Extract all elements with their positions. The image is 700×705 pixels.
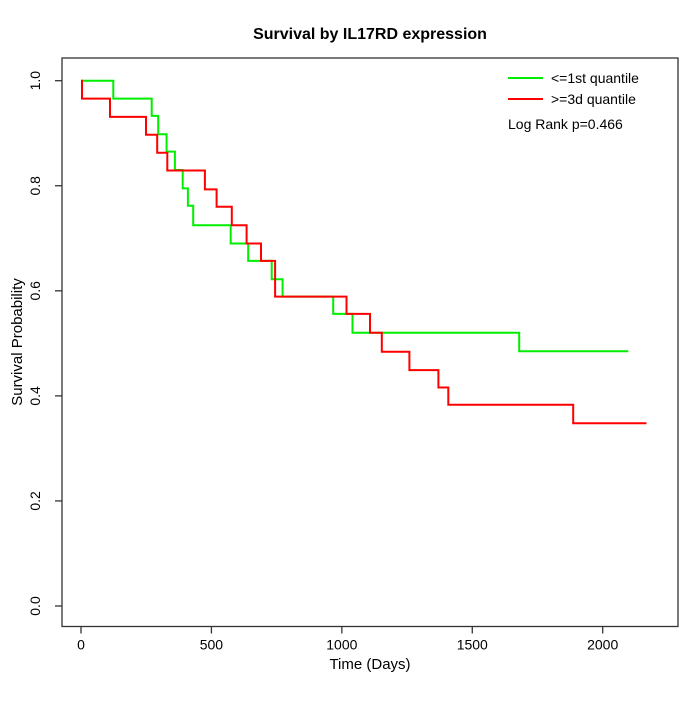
x-tick-label-1000: 1000	[326, 637, 357, 653]
x-tick-label-2000: 2000	[587, 637, 618, 653]
legend: <=1st quantile >=3d quantile Log Rank p=…	[508, 70, 639, 132]
green-survival-curve-1st-quantile	[81, 79, 629, 353]
y-tick-label-0.4: 0.4	[27, 386, 43, 406]
legend-label-red: >=3d quantile	[551, 91, 636, 107]
legend-label-green: <=1st quantile	[551, 70, 639, 86]
red-survival-curve-3d-quantile	[81, 79, 647, 425]
y-tick-label-0.6: 0.6	[27, 281, 43, 301]
x-tick-label-500: 500	[200, 637, 224, 653]
x-axis-label: Time (Days)	[329, 656, 410, 673]
plot-box	[61, 57, 679, 628]
y-tick-label-0.0: 0.0	[27, 596, 43, 616]
y-tick-label-0.8: 0.8	[27, 176, 43, 196]
chart-title: Survival by IL17RD expression	[253, 26, 487, 43]
y-tick-label-0.2: 0.2	[27, 491, 43, 511]
y-tick-label-1.0: 1.0	[27, 71, 43, 91]
survival-curves	[81, 79, 647, 425]
x-tick-label-1500: 1500	[457, 637, 488, 653]
x-tick-label-0: 0	[77, 637, 85, 653]
x-axis: 0 500 1000 1500 2000	[77, 626, 618, 653]
y-axis: 0.0 0.2 0.4 0.6 0.8 1.0	[27, 71, 62, 616]
y-axis-label: Survival Probability	[9, 278, 26, 406]
log-rank-annotation: Log Rank p=0.466	[508, 116, 623, 132]
